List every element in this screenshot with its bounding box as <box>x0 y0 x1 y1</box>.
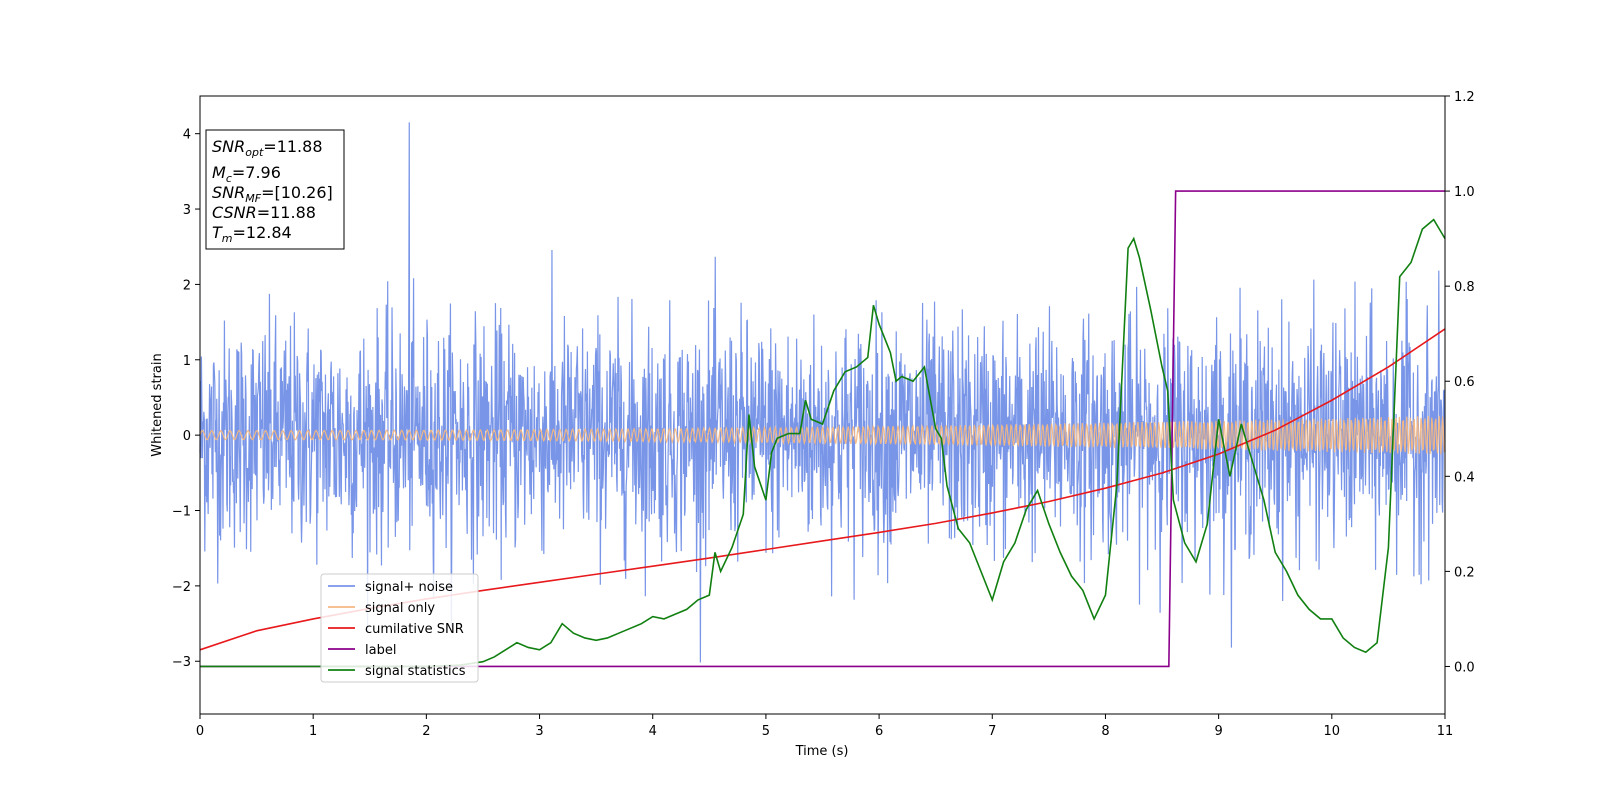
legend-label: signal only <box>365 601 435 616</box>
y-right-tick-label: 0.6 <box>1454 375 1475 390</box>
y-tick-label: −3 <box>172 655 191 670</box>
y-tick-label: 4 <box>183 128 191 143</box>
x-tick-label: 6 <box>875 724 883 739</box>
series-line <box>200 218 1446 668</box>
series-line <box>200 190 1445 668</box>
y-right-tick-label: 0.2 <box>1454 565 1475 580</box>
series-line <box>199 122 1446 663</box>
series-signal-noise <box>199 122 1446 663</box>
series-signal-statistics <box>200 218 1446 668</box>
x-tick-label: 5 <box>762 724 770 739</box>
x-tick-label: 8 <box>1101 724 1109 739</box>
y-right-tick-label: 1.0 <box>1454 185 1475 200</box>
y-right-tick-label: 1.2 <box>1454 90 1475 105</box>
info-box-line: Tm=12.84 <box>212 223 292 245</box>
legend-label: cumilative SNR <box>365 622 464 637</box>
y-tick-label: −2 <box>172 580 191 595</box>
x-tick-label: 2 <box>422 724 430 739</box>
info-box-line: CSNR=11.88 <box>212 203 316 222</box>
y-tick-label: 2 <box>183 278 191 293</box>
y-axis-left: −3 −2 −1 0 1 2 3 4 <box>172 128 200 670</box>
y-axis-right: 0.0 0.2 0.4 0.6 0.8 1.0 1.2 <box>1445 90 1475 675</box>
x-tick-label: 3 <box>535 724 543 739</box>
x-tick-label: 11 <box>1437 724 1454 739</box>
y-tick-label: 0 <box>183 429 191 444</box>
y-right-tick-label: 0.4 <box>1454 470 1475 485</box>
plot-frame <box>199 95 1446 715</box>
info-box-frame <box>205 129 345 250</box>
legend-frame <box>320 573 479 683</box>
x-tick-label: 7 <box>988 724 996 739</box>
y-tick-label: −1 <box>172 505 191 520</box>
y-right-tick-label: 0.0 <box>1454 660 1475 675</box>
series-label <box>200 190 1445 668</box>
x-tick-label: 10 <box>1324 724 1341 739</box>
info-box-line: Mc=7.96 <box>212 163 281 185</box>
y-tick-label: 1 <box>183 354 191 369</box>
legend-label: label <box>365 643 396 658</box>
y-right-tick-label: 0.8 <box>1454 280 1475 295</box>
x-tick-label: 9 <box>1214 724 1222 739</box>
legend-label: signal statistics <box>365 664 466 679</box>
x-axis: 0 1 2 3 4 5 6 7 8 9 10 11 <box>196 714 1453 739</box>
y-axis-label: Whitened strain <box>150 353 165 456</box>
x-tick-label: 0 <box>196 724 204 739</box>
x-tick-label: 1 <box>309 724 317 739</box>
info-box-line: SNRopt=11.88 <box>212 137 323 159</box>
info-box-line: SNRMF=[10.26] <box>212 183 333 205</box>
legend: signal+ noise signal only cumilative SNR la… <box>320 573 479 683</box>
y-tick-label: 3 <box>183 203 191 218</box>
legend-label: signal+ noise <box>365 580 453 595</box>
info-box: SNRopt=11.88 Mc=7.96SNRMF=[10.26]CSNR=11.… <box>205 129 345 250</box>
x-axis-label: Time (s) <box>795 744 849 759</box>
x-tick-label: 4 <box>649 724 657 739</box>
